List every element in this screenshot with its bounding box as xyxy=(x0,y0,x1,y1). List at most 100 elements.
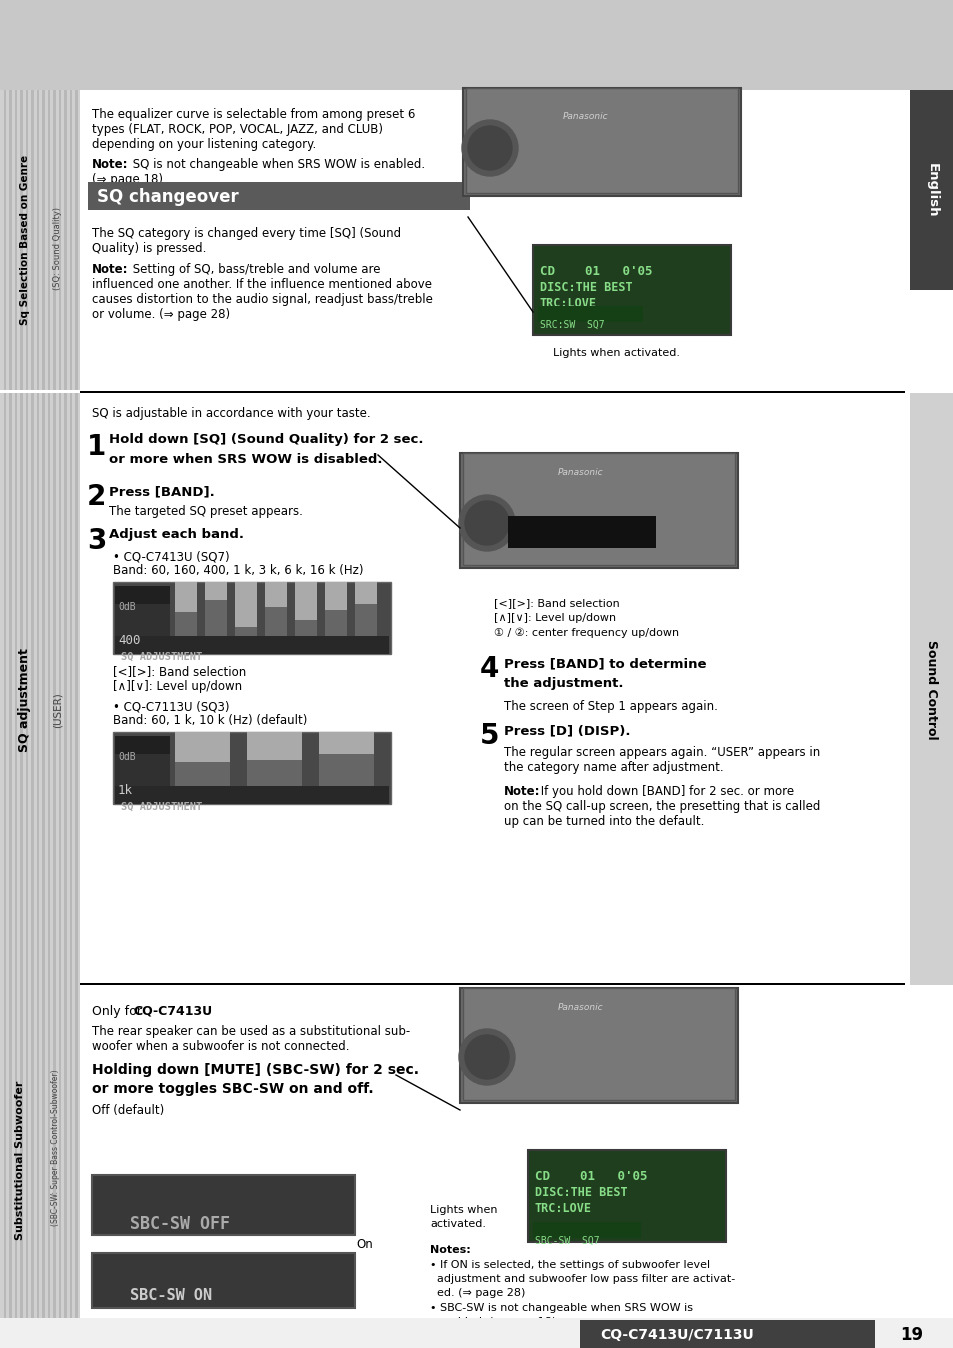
Text: Press [D] (DISP).: Press [D] (DISP). xyxy=(503,724,630,737)
Text: Sound Control: Sound Control xyxy=(924,640,938,740)
Bar xyxy=(65,90,67,390)
Text: CQ-C7413U/C7113U: CQ-C7413U/C7113U xyxy=(599,1328,753,1343)
Bar xyxy=(462,988,734,1100)
Bar xyxy=(15,394,17,985)
Bar xyxy=(462,88,740,195)
Bar xyxy=(75,90,78,390)
Text: enabled. (⇒ page 18): enabled. (⇒ page 18) xyxy=(430,1317,556,1326)
Text: SBC-SW ON: SBC-SW ON xyxy=(130,1287,212,1304)
Bar xyxy=(462,453,734,565)
Bar xyxy=(537,306,642,322)
Text: (SBC-SW: Super Bass Control-Subwoofer): (SBC-SW: Super Bass Control-Subwoofer) xyxy=(51,1070,60,1227)
Text: The SQ category is changed every time [SQ] (Sound: The SQ category is changed every time [S… xyxy=(91,226,400,240)
Text: The targeted SQ preset appears.: The targeted SQ preset appears. xyxy=(109,506,302,518)
Text: TRC:LOVE: TRC:LOVE xyxy=(535,1202,592,1215)
Text: Note:: Note: xyxy=(503,785,540,798)
Bar xyxy=(80,983,904,985)
Text: or more toggles SBC-SW on and off.: or more toggles SBC-SW on and off. xyxy=(91,1082,374,1096)
Bar xyxy=(26,394,29,985)
Bar xyxy=(88,182,470,210)
Text: On: On xyxy=(355,1237,373,1251)
Text: Quality) is pressed.: Quality) is pressed. xyxy=(91,243,206,255)
Text: SQ ADJUSTMENT: SQ ADJUSTMENT xyxy=(121,802,202,811)
Bar xyxy=(37,985,39,1320)
Bar xyxy=(48,394,51,985)
Bar xyxy=(48,90,51,390)
Text: Setting of SQ, bass/treble and volume are: Setting of SQ, bass/treble and volume ar… xyxy=(129,263,380,276)
Bar xyxy=(75,985,78,1320)
Bar xyxy=(59,394,61,985)
Bar xyxy=(80,391,904,394)
Text: English: English xyxy=(924,163,938,217)
Circle shape xyxy=(464,1035,509,1078)
Bar xyxy=(205,582,227,636)
Bar xyxy=(48,985,51,1320)
Bar xyxy=(75,394,78,985)
Bar xyxy=(31,985,34,1320)
Bar xyxy=(70,90,72,390)
Text: TRC:LOVE: TRC:LOVE xyxy=(539,297,597,310)
Bar xyxy=(10,394,12,985)
Text: Press [BAND] to determine: Press [BAND] to determine xyxy=(503,656,706,670)
Text: Band: 60, 1 k, 10 k (Hz) (default): Band: 60, 1 k, 10 k (Hz) (default) xyxy=(112,714,307,727)
Bar xyxy=(174,732,230,786)
Text: 19: 19 xyxy=(899,1326,923,1344)
Bar xyxy=(465,88,738,193)
Bar xyxy=(91,1254,355,1308)
Bar xyxy=(59,90,61,390)
Text: Panasonic: Panasonic xyxy=(558,1003,603,1012)
Text: or more when SRS WOW is disabled.: or more when SRS WOW is disabled. xyxy=(109,453,382,466)
Text: DISC:THE BEST: DISC:THE BEST xyxy=(539,280,632,294)
Bar xyxy=(909,90,953,290)
Bar xyxy=(70,394,72,985)
Circle shape xyxy=(458,495,515,551)
Text: The regular screen appears again. “USER” appears in: The regular screen appears again. “USER”… xyxy=(503,745,820,759)
Bar xyxy=(234,582,256,627)
Text: 1: 1 xyxy=(87,433,106,461)
Text: Panasonic: Panasonic xyxy=(562,112,608,121)
Bar xyxy=(43,394,45,985)
Bar xyxy=(294,582,316,636)
Bar xyxy=(234,582,256,636)
Bar xyxy=(265,582,287,607)
Text: The screen of Step 1 appears again.: The screen of Step 1 appears again. xyxy=(503,700,717,713)
Text: Band: 60, 160, 400, 1 k, 3 k, 6 k, 16 k (Hz): Band: 60, 160, 400, 1 k, 3 k, 6 k, 16 k … xyxy=(112,563,363,577)
Text: SQ is not changeable when SRS WOW is enabled.: SQ is not changeable when SRS WOW is ena… xyxy=(129,158,425,171)
Text: Lights when
activated.: Lights when activated. xyxy=(430,1205,497,1229)
Text: types (FLAT, ROCK, POP, VOCAL, JAZZ, and CLUB): types (FLAT, ROCK, POP, VOCAL, JAZZ, and… xyxy=(91,123,382,136)
Text: Holding down [MUTE] (SBC-SW) for 2 sec.: Holding down [MUTE] (SBC-SW) for 2 sec. xyxy=(91,1064,418,1077)
Text: 5: 5 xyxy=(479,723,499,749)
Bar xyxy=(247,732,302,760)
Bar xyxy=(65,394,67,985)
Text: SRC:SW  SQ7: SRC:SW SQ7 xyxy=(539,319,604,330)
Text: Panasonic: Panasonic xyxy=(558,468,603,477)
Bar xyxy=(26,985,29,1320)
Bar xyxy=(579,1320,874,1348)
Text: the category name after adjustment.: the category name after adjustment. xyxy=(503,762,723,774)
Bar xyxy=(115,586,170,604)
Text: Note:: Note: xyxy=(91,158,129,171)
Bar xyxy=(318,732,374,786)
Bar xyxy=(174,732,230,762)
Text: Note:: Note: xyxy=(91,263,129,276)
Bar xyxy=(0,0,953,90)
Text: [<][>]: Band selection: [<][>]: Band selection xyxy=(494,599,619,608)
Bar xyxy=(0,1318,953,1348)
Bar xyxy=(70,985,72,1320)
Bar xyxy=(4,90,7,390)
Text: Off (default): Off (default) xyxy=(91,1104,164,1117)
Text: SQ adjustment: SQ adjustment xyxy=(18,648,31,752)
Bar xyxy=(0,90,80,390)
Text: • SBC-SW is not changeable when SRS WOW is: • SBC-SW is not changeable when SRS WOW … xyxy=(430,1304,692,1313)
Bar xyxy=(115,636,389,654)
Text: SBC-SW OFF: SBC-SW OFF xyxy=(130,1215,230,1233)
Bar xyxy=(325,582,347,636)
Text: Notes:: Notes: xyxy=(430,1246,470,1255)
Bar xyxy=(31,90,34,390)
Text: SBC-SW  SQ7: SBC-SW SQ7 xyxy=(535,1236,599,1246)
Text: If you hold down [BAND] for 2 sec. or more: If you hold down [BAND] for 2 sec. or mo… xyxy=(537,785,793,798)
Text: The equalizer curve is selectable from among preset 6: The equalizer curve is selectable from a… xyxy=(91,108,415,121)
Text: CD    01   0'05: CD 01 0'05 xyxy=(539,266,652,278)
Text: Adjust each band.: Adjust each band. xyxy=(109,528,244,541)
Bar xyxy=(37,394,39,985)
